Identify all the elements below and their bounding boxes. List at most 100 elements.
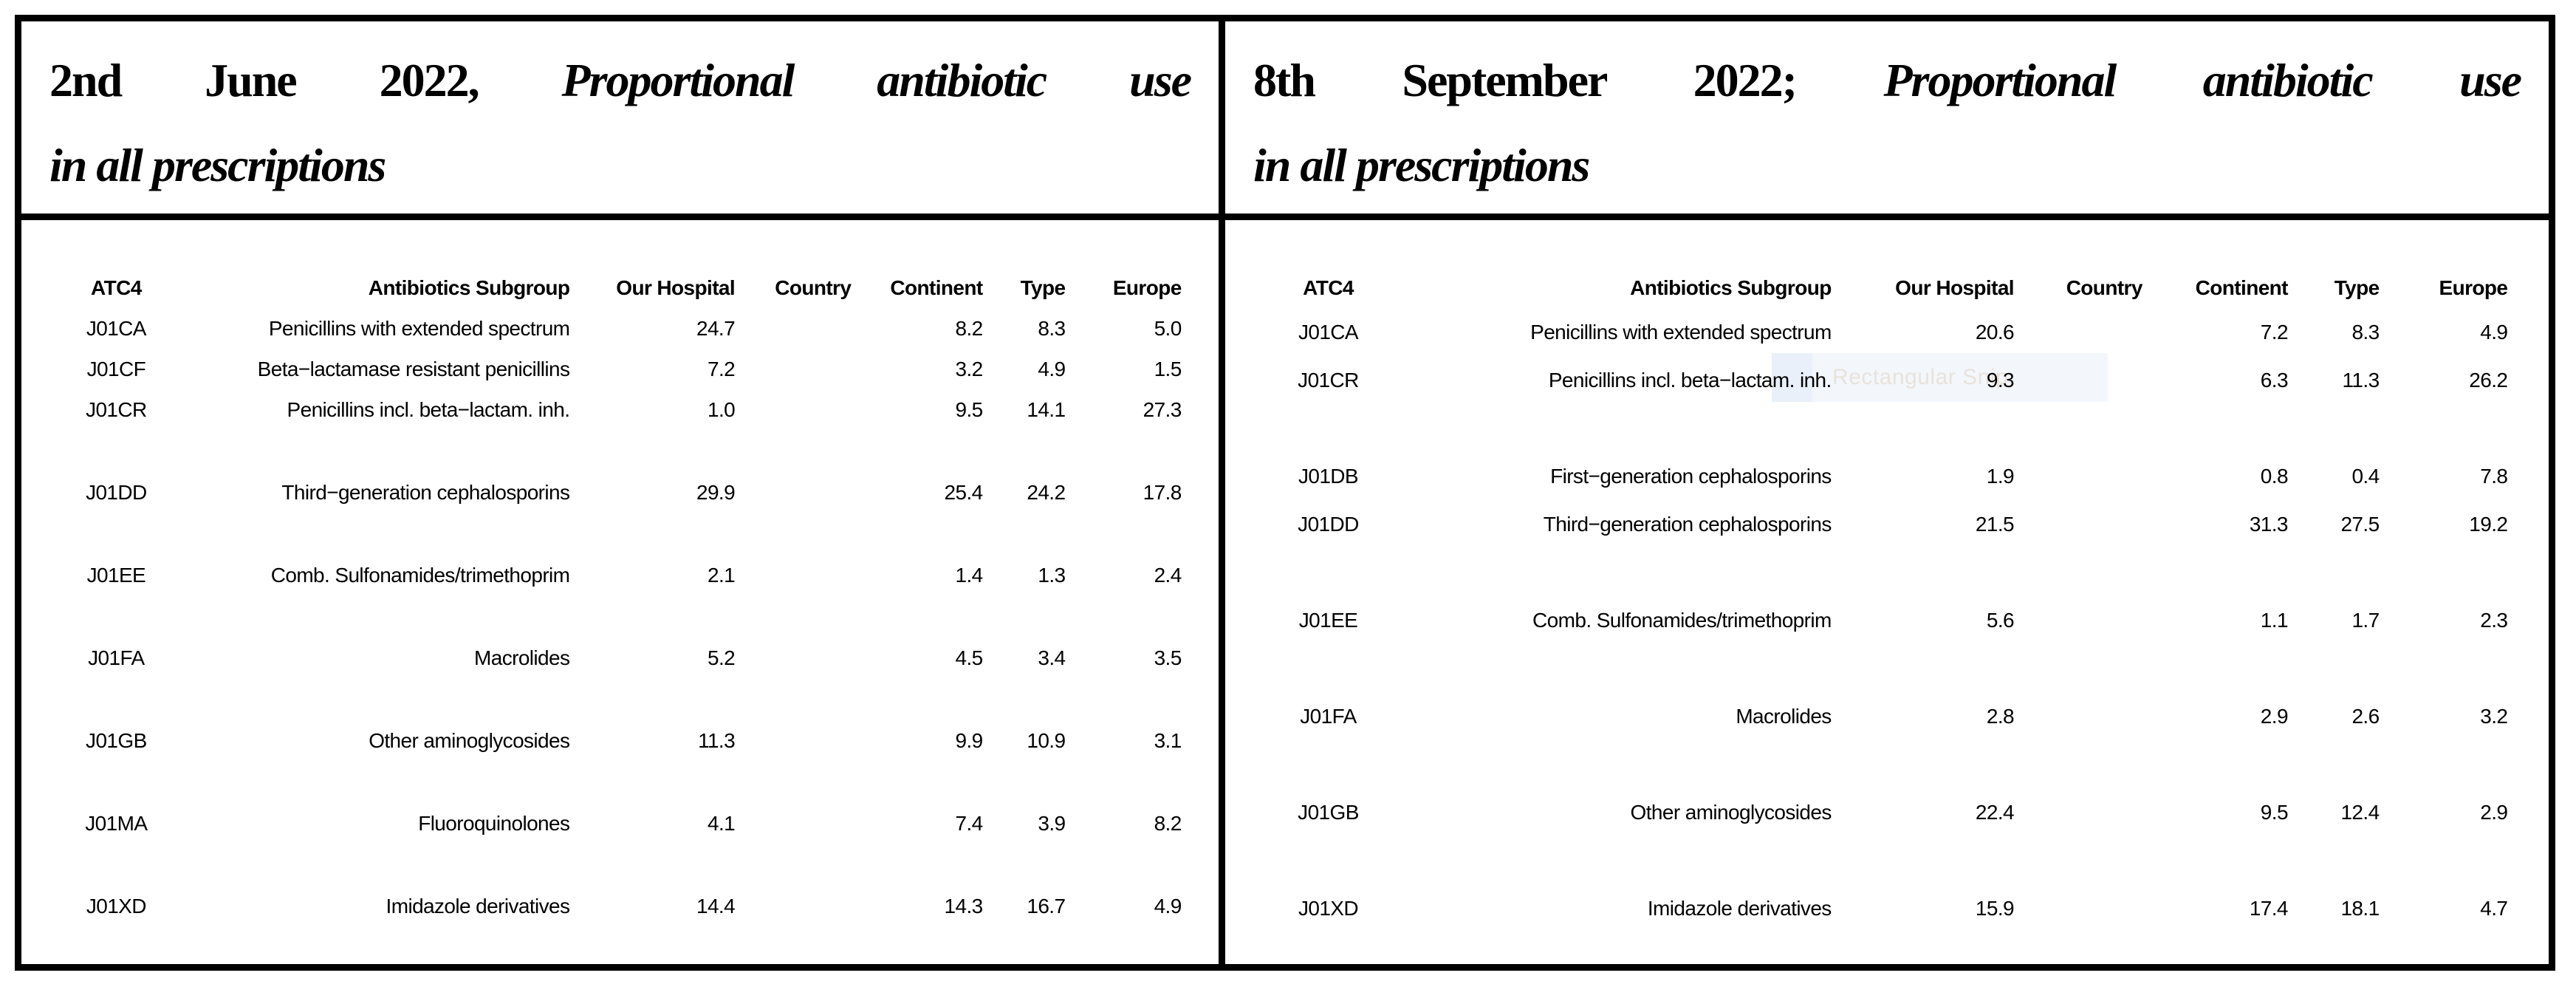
- cell-our-hospital: 22.4: [1975, 800, 2015, 824]
- table-row: J01CA Penicillins with extended spectrum…: [21, 308, 1219, 349]
- cell-europe: 19.2: [2469, 512, 2508, 536]
- cell-atc4: J01CR: [1298, 368, 1359, 392]
- cell-type: 1.7: [2351, 608, 2380, 632]
- title-date: 2nd June 2022,: [49, 54, 480, 106]
- cell-continent: 1.4: [955, 563, 984, 587]
- cell-continent: 8.2: [955, 316, 984, 340]
- cell-type: 24.2: [1027, 480, 1066, 504]
- cell-continent: 7.2: [2260, 320, 2289, 344]
- cell-europe: 2.4: [1154, 563, 1182, 587]
- cell-our-hospital: 21.5: [1975, 512, 2015, 536]
- cell-atc4: J01XD: [1298, 896, 1359, 920]
- table-header-row: ATC4 Antibiotics Subgroup Our Hospital C…: [1225, 267, 2549, 308]
- snip-tool-watermark-label: Rectangular Snip: [1832, 365, 2009, 389]
- cell-atc4: ATC4: [1303, 276, 1354, 299]
- cell-atc4: J01GB: [86, 728, 147, 752]
- table-row: J01GB Other aminoglycosides 22.4 9.5 12.…: [1225, 788, 2549, 836]
- cell-europe: 26.2: [2469, 368, 2508, 392]
- cell-europe: 3.1: [1154, 728, 1182, 752]
- cell-our-hospital: 2.1: [707, 563, 736, 587]
- cell-europe: 4.9: [2480, 320, 2508, 344]
- cell-europe: 3.2: [2480, 704, 2508, 728]
- cell-type: 3.9: [1038, 811, 1066, 835]
- cell-europe: 2.3: [2480, 608, 2508, 632]
- cell-subgroup: Penicillins incl. beta−lactam. inh.: [287, 397, 570, 421]
- cell-continent: 9.9: [955, 728, 984, 752]
- cell-subgroup: Macrolides: [474, 646, 570, 669]
- cell-continent: 3.2: [955, 357, 984, 380]
- cell-atc4: J01DD: [86, 480, 147, 504]
- cell-our-hospital: 4.1: [707, 811, 736, 835]
- cell-europe: 4.7: [2480, 896, 2508, 920]
- table-row: J01CA Penicillins with extended spectrum…: [1225, 308, 2549, 356]
- cell-continent: 0.8: [2260, 464, 2289, 488]
- cell-continent: 6.3: [2260, 368, 2289, 392]
- title-subtitle-part1: Proportional antibiotic use: [561, 54, 1192, 106]
- cell-our-hospital: 5.2: [707, 646, 736, 669]
- cell-subgroup: Fluoroquinolones: [418, 811, 570, 835]
- cell-our-hospital: 9.3: [1986, 368, 2015, 392]
- table-rows-container: ATC4 Antibiotics Subgroup Our Hospital C…: [21, 267, 1219, 926]
- figure-frame: 2nd June 2022, Proportional antibiotic u…: [15, 15, 2555, 971]
- cell-our-hospital: 15.9: [1975, 896, 2015, 920]
- table-rows-container: ATC4 Antibiotics Subgroup Our Hospital C…: [1225, 267, 2549, 932]
- cell-continent: 17.4: [2249, 896, 2289, 920]
- table-header-row: ATC4 Antibiotics Subgroup Our Hospital C…: [21, 267, 1219, 308]
- cell-continent: 25.4: [944, 480, 984, 504]
- cell-atc4: J01CF: [86, 357, 146, 380]
- cell-europe: 2.9: [2480, 800, 2508, 824]
- snip-tool-watermark: Rectangular Snip: [1772, 353, 2108, 402]
- title-line-1: 2nd June 2022, Proportional antibiotic u…: [49, 38, 1192, 123]
- cell-atc4: J01CA: [86, 316, 147, 340]
- cell-our-hospital: 14.4: [696, 894, 736, 918]
- cell-type: 11.3: [2342, 368, 2380, 392]
- cell-type: 8.3: [1038, 316, 1066, 340]
- cell-our-hospital: 2.8: [1986, 704, 2015, 728]
- cell-subgroup: Penicillins with extended spectrum: [1530, 320, 1832, 344]
- cell-our-hospital: 11.3: [698, 728, 736, 752]
- table-row: J01EE Comb. Sulfonamides/trimethoprim 2.…: [21, 555, 1219, 595]
- cell-subgroup: Penicillins with extended spectrum: [268, 316, 570, 340]
- cell-type: 16.7: [1027, 894, 1066, 918]
- table-row: J01XD Imidazole derivatives 15.9 17.4 18…: [1225, 884, 2549, 932]
- cell-europe: 1.5: [1154, 357, 1182, 380]
- cell-subgroup: First−generation cephalosporins: [1550, 464, 1832, 488]
- cell-type: 27.5: [2340, 512, 2380, 536]
- cell-continent: 2.9: [2260, 704, 2289, 728]
- cell-subgroup: Imidazole derivatives: [386, 894, 570, 918]
- cell-atc4: J01FA: [88, 646, 145, 669]
- table-row: J01DD Third−generation cephalosporins 29…: [21, 472, 1219, 513]
- title-subtitle-part2: in all prescriptions: [49, 139, 386, 191]
- cell-our-hospital: Our Hospital: [1895, 276, 2014, 299]
- cell-our-hospital: 1.0: [707, 397, 736, 421]
- cell-type: 1.3: [1038, 563, 1066, 587]
- cell-subgroup: Beta−lactamase resistant penicillins: [257, 357, 570, 380]
- cell-atc4: J01GB: [1298, 800, 1359, 824]
- table-row: J01CF Beta−lactamase resistant penicilli…: [21, 349, 1219, 389]
- table-row: J01FA Macrolides 5.2 4.5 3.4 3.5: [21, 638, 1219, 678]
- cell-continent: Continent: [2195, 276, 2289, 299]
- cell-our-hospital: 1.9: [1986, 464, 2015, 488]
- cell-type: Type: [2334, 276, 2380, 299]
- cell-type: 4.9: [1038, 357, 1066, 380]
- cell-europe: Europe: [2439, 276, 2508, 299]
- cell-our-hospital: 7.2: [707, 357, 736, 380]
- panel-june-table: ATC4 Antibiotics Subgroup Our Hospital C…: [21, 220, 1219, 964]
- table-row: J01FA Macrolides 2.8 2.9 2.6 3.2: [1225, 692, 2549, 740]
- cell-type: 10.9: [1027, 728, 1066, 752]
- cell-subgroup: Antibiotics Subgroup: [1630, 276, 1832, 299]
- title-subtitle-part1: Proportional antibiotic use: [1883, 54, 2522, 106]
- cell-atc4: J01XD: [86, 894, 147, 918]
- cell-type: 3.4: [1038, 646, 1066, 669]
- cell-atc4: J01DB: [1298, 464, 1359, 488]
- table-row: J01CR Penicillins incl. beta−lactam. inh…: [1225, 356, 2549, 404]
- cell-subgroup: Third−generation cephalosporins: [281, 480, 570, 504]
- cell-atc4: J01EE: [86, 563, 146, 587]
- cell-europe: 5.0: [1154, 316, 1182, 340]
- cell-subgroup: Imidazole derivatives: [1647, 896, 1832, 920]
- table-row: J01EE Comb. Sulfonamides/trimethoprim 5.…: [1225, 596, 2549, 644]
- cell-type: Type: [1020, 276, 1066, 299]
- cell-atc4: J01FA: [1300, 704, 1357, 728]
- table-row: J01GB Other aminoglycosides 11.3 9.9 10.…: [21, 720, 1219, 761]
- cell-continent: 31.3: [2249, 512, 2289, 536]
